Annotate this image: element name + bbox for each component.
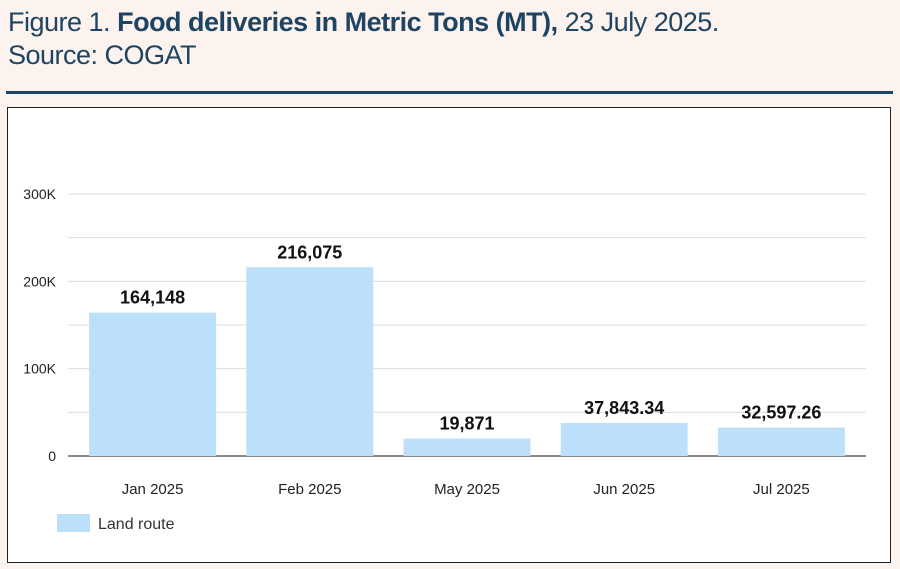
legend-label-land-route: Land route (98, 516, 175, 533)
data-label: 19,871 (439, 414, 494, 434)
x-tick-label: Jan 2025 (122, 481, 184, 498)
y-tick-label: 200K (23, 273, 56, 289)
title-line: Figure 1. Food deliveries in Metric Tons… (8, 6, 892, 39)
chart-title: Food deliveries in Metric Tons (MT), (117, 7, 558, 37)
y-tick-label: 100K (23, 361, 56, 377)
data-label: 37,843.34 (584, 398, 664, 418)
data-label: 164,148 (120, 288, 185, 308)
data-label: 216,075 (277, 242, 342, 262)
labels-layer: 164,148 Jan 2025 216,075 Feb 2025 19,871 May … (120, 242, 821, 498)
y-tick-label: 0 (48, 448, 56, 464)
figure-label: Figure 1. (8, 7, 111, 37)
data-label: 32,597.26 (741, 403, 821, 423)
legend: Land route (57, 514, 175, 533)
legend-swatch (57, 514, 90, 532)
bar-jan-2025 (89, 312, 217, 456)
x-tick-label: Feb 2025 (278, 481, 341, 498)
chart-panel: 0 100K 200K 300K 164,148 Jan 2025 216,075 Feb … (7, 107, 891, 563)
y-tick-label: 300K (23, 186, 56, 202)
bar-chart: 0 100K 200K 300K 164,148 Jan 2025 216,075 Feb … (23, 186, 866, 533)
x-tick-label: May 2025 (434, 481, 500, 498)
chart-date: 23 July 2025. (564, 7, 720, 37)
bar-may-2025 (403, 438, 531, 456)
bar-jun-2025 (560, 422, 688, 456)
figure-header: Figure 1. Food deliveries in Metric Tons… (8, 6, 892, 72)
bars-layer (89, 267, 845, 456)
x-tick-label: Jun 2025 (593, 481, 655, 498)
x-tick-label: Jul 2025 (753, 481, 810, 498)
header-divider (6, 91, 893, 94)
bar-jul-2025 (717, 427, 845, 456)
source-line: Source: COGAT (8, 40, 197, 70)
bar-feb-2025 (246, 267, 374, 456)
